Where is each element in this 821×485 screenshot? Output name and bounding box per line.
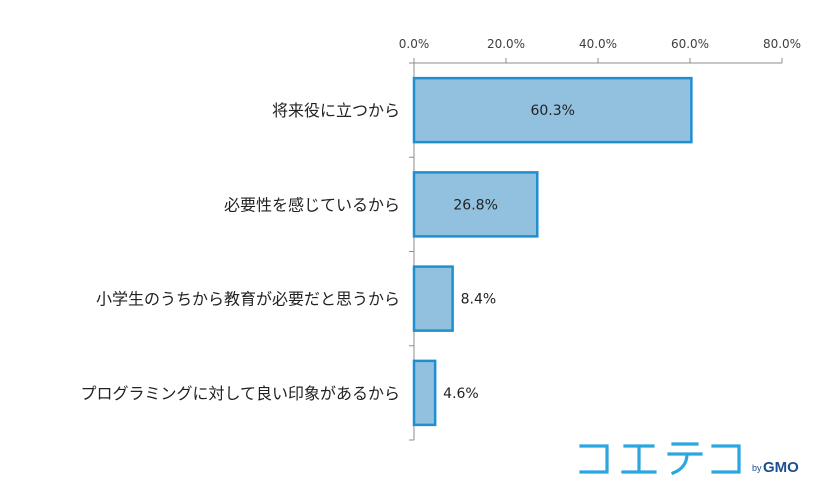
- svg-text:by: by: [752, 463, 762, 473]
- svg-text:GMO: GMO: [763, 459, 799, 476]
- data-label: 26.8%: [453, 197, 497, 213]
- kodeteco-logo: by GMO: [579, 442, 799, 476]
- category-label: 将来役に立つから: [272, 101, 400, 120]
- x-tick-label: 60.0%: [671, 37, 709, 51]
- bar: [412, 265, 454, 332]
- data-label: 8.4%: [461, 292, 497, 308]
- bars: [412, 76, 693, 427]
- category-label: プログラミングに対して良い印象があるから: [80, 384, 400, 403]
- x-tick-label: 20.0%: [487, 37, 525, 51]
- category-label: 小学生のうちから教育が必要だと思うから: [96, 290, 400, 309]
- labels: 0.0% 20.0% 40.0% 60.0% 80.0% 将来役に立つから 60.3% 必要性…: [80, 37, 801, 403]
- data-label: 4.6%: [443, 386, 479, 402]
- bar: [412, 76, 693, 144]
- x-tick-label: 0.0%: [399, 37, 430, 51]
- bar: [412, 171, 539, 238]
- data-label: 60.3%: [530, 103, 574, 119]
- category-label: 必要性を感じているから: [224, 195, 400, 214]
- x-tick-label: 80.0%: [763, 37, 801, 51]
- x-tick-label: 40.0%: [579, 37, 617, 51]
- bar: [412, 359, 437, 427]
